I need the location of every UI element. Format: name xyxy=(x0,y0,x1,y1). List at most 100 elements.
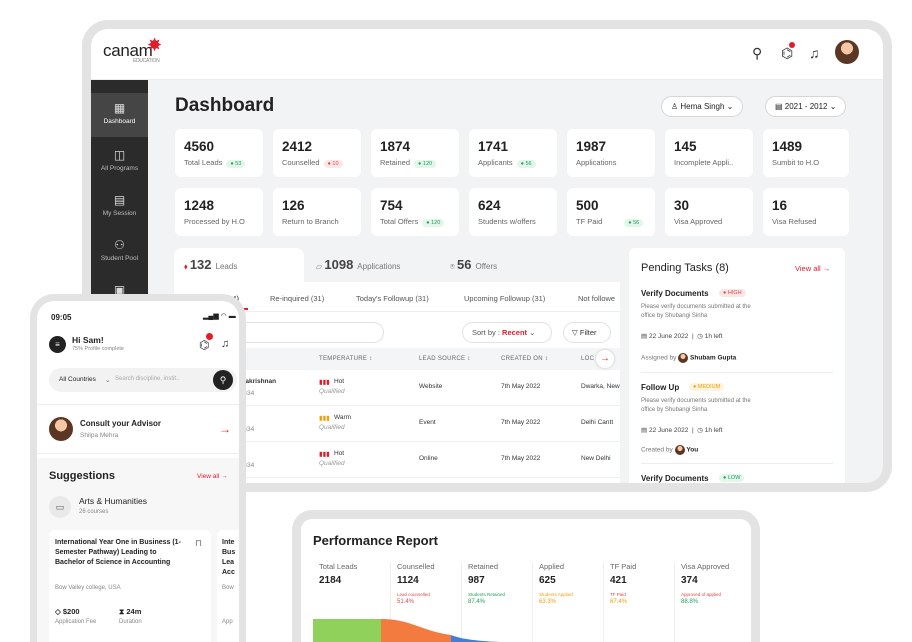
subtab-upcoming-followup[interactable]: Upcoming Followup (31) xyxy=(464,294,546,303)
assign-label: Created by xyxy=(641,446,673,454)
perf-col: Retained 987 Students Retained 87.4% xyxy=(461,562,505,642)
stat-card[interactable]: 1874 Retained ● 120 xyxy=(371,129,459,177)
document-icon: ▱ xyxy=(316,262,325,271)
stat-card[interactable]: 754 Total Offers ● 120 xyxy=(371,188,459,236)
table-row[interactable]: amakrishnan 3 434 ▮▮▮ Hot Qualified Webs… xyxy=(174,370,620,406)
stat-label: Applications xyxy=(576,158,617,167)
tab-leads[interactable]: ⬧ 132 Leads xyxy=(174,248,304,282)
view-all-link[interactable]: View all → xyxy=(795,264,831,273)
tab-label: Applications xyxy=(357,262,401,271)
menu-icon[interactable]: ≡ xyxy=(49,336,66,353)
task-title[interactable]: Verify Documents xyxy=(641,474,709,483)
task-desc: office by Shubangi Sinha xyxy=(641,313,708,319)
stat-card[interactable]: 1987 Applications xyxy=(567,129,655,177)
subtab-today-followup[interactable]: Today's Followup (31) xyxy=(356,294,429,303)
peek-title: Inte Bus Lea Acc xyxy=(222,539,236,576)
search-input[interactable] xyxy=(234,322,384,343)
search-icon[interactable]: ⚲ xyxy=(752,45,763,61)
stat-card[interactable]: 2412 Counselled ● 10 xyxy=(273,129,361,177)
course-card-peek[interactable]: Inte Bus Lea Acc Bow App xyxy=(217,530,239,642)
location: New Delhi xyxy=(581,455,611,462)
message-icon[interactable]: ⌬ xyxy=(781,45,794,61)
priority-value: LOW xyxy=(727,475,741,481)
search-icon[interactable]: ⚲ xyxy=(213,370,233,390)
arrow-right-icon[interactable]: → xyxy=(596,350,614,368)
stat-label: Processed by H.O xyxy=(184,217,245,226)
sort-dropdown[interactable]: Sort by : Recent ⌄ xyxy=(462,322,552,343)
logo-text: canam xyxy=(103,41,153,60)
stat-value: 16 xyxy=(772,198,788,213)
assignee-name: Shubam Gupta xyxy=(690,354,737,362)
user-avatar[interactable] xyxy=(835,40,859,64)
monitor-icon: ▭ xyxy=(49,496,71,518)
stat-card[interactable]: 1489 Sumbit to H.O xyxy=(763,129,849,177)
sidebar-item-student-pool[interactable]: ⚇ Student Pool xyxy=(91,230,148,274)
country-select[interactable]: All Countries xyxy=(59,376,96,383)
user-name: Hema Singh xyxy=(680,102,725,111)
view-all-link[interactable]: View all → xyxy=(197,473,228,480)
tab-label: Offers xyxy=(475,262,498,271)
temperature: Hot xyxy=(334,378,345,385)
sidebar-item-dashboard[interactable]: ▦ Dashboard xyxy=(91,93,148,137)
stat-label: Sumbit to H.O xyxy=(772,158,820,167)
clock-icon: ◷ xyxy=(697,427,705,434)
pending-title: Pending Tasks (8) xyxy=(641,262,729,274)
lead-tabs: ⬧ 132 Leads ▱ 1098 Applications ⍟ 56 Offers xyxy=(174,248,620,282)
col-created-on[interactable]: CREATED ON ↕ xyxy=(501,356,549,362)
stat-card[interactable]: 1248 Processed by H.O xyxy=(175,188,263,236)
stat-card[interactable]: 145 Incomplete Appli.. xyxy=(665,129,753,177)
sidebar-item-all-programs[interactable]: ◫ All Programs xyxy=(91,140,148,184)
bell-icon[interactable]: ♫ xyxy=(221,338,230,350)
lead-status: Qualified xyxy=(319,424,345,431)
hourglass-icon: ⧗ xyxy=(119,607,127,616)
stat-label: Applicants xyxy=(478,158,513,167)
stat-value: 1248 xyxy=(184,198,215,213)
tab-offers[interactable]: ⍟ 56 Offers xyxy=(440,248,570,282)
tab-count: 56 xyxy=(457,257,472,272)
stat-card[interactable]: 624 Students w/offers xyxy=(469,188,557,236)
category-name[interactable]: Arts & Humanities xyxy=(79,496,148,506)
search-input[interactable]: Search discipline, instit.. xyxy=(115,376,180,382)
sidebar-item-my-session[interactable]: ▤ My Session xyxy=(91,185,148,229)
tab-applications[interactable]: ▱ 1098 Applications xyxy=(306,248,436,282)
message-icon[interactable]: ⌬ xyxy=(199,338,210,352)
stat-card[interactable]: 30 Visa Approved xyxy=(665,188,753,236)
stat-card[interactable]: 1741 Applicants ● 56 xyxy=(469,129,557,177)
table-row[interactable]: 3 434 ▮▮▮ Warm Qualified Event 7th May 2… xyxy=(174,406,620,442)
status-time: 09:05 xyxy=(51,313,72,322)
bell-icon[interactable]: ♫ xyxy=(809,45,820,61)
badge-value: 10 xyxy=(332,161,339,167)
canam-logo[interactable]: canam ✸ EDUCATION xyxy=(103,35,162,64)
user-dropdown[interactable]: ♙ Hema Singh ⌄ xyxy=(661,96,744,117)
perf-sub: TF Paid xyxy=(610,592,626,597)
col-lead-source[interactable]: LEAD SOURCE ↕ xyxy=(419,356,471,362)
chevron-down-icon: ⌄ xyxy=(726,102,734,111)
funnel-segment-retained xyxy=(451,635,501,642)
peek-app: App xyxy=(222,619,233,625)
task-title[interactable]: Follow Up xyxy=(641,383,680,392)
priority-badge: ● HIGH xyxy=(719,289,746,297)
book-icon: ◫ xyxy=(113,148,126,162)
temp-bars-icon: ▮▮▮ xyxy=(319,379,330,386)
subtab-reinquired[interactable]: Re-inquired (31) xyxy=(270,294,325,303)
stat-label: Total Offers xyxy=(380,217,419,226)
year-dropdown[interactable]: ▤ 2021 - 2012 ⌄ xyxy=(765,96,847,117)
task-title[interactable]: Verify Documents xyxy=(641,289,709,298)
subtab-not-followed[interactable]: Not followe xyxy=(578,294,616,303)
stat-card[interactable]: 126 Return to Branch xyxy=(273,188,361,236)
col-temperature[interactable]: TEMPERATURE ↕ xyxy=(319,356,373,362)
search-bar[interactable]: All Countries ⌄ Search discipline, insti… xyxy=(49,368,237,392)
filter-button[interactable]: ▽ Filter xyxy=(563,322,611,343)
col-location[interactable]: LOC xyxy=(581,356,595,362)
stat-card[interactable]: 16 Visa Refused xyxy=(763,188,849,236)
stat-card[interactable]: 500 TF Paid ● 56 xyxy=(567,188,655,236)
tab-label: Leads xyxy=(215,262,238,271)
advisor-card[interactable]: Consult your Advisor Shilpa Mehra → xyxy=(37,404,239,454)
performance-title: Performance Report xyxy=(313,533,438,548)
stat-card[interactable]: 4560 Total Leads ● 53 xyxy=(175,129,263,177)
course-title: International Year One in Business (1-Se… xyxy=(55,539,181,566)
table-row[interactable]: 3 434 ▮▮▮ Hot Qualified Online 7th May 2… xyxy=(174,442,620,478)
lead-phone: 3 434 xyxy=(238,462,255,469)
bookmark-icon[interactable]: ⊓ xyxy=(195,538,203,548)
course-card[interactable]: International Year One in Business (1-Se… xyxy=(49,530,211,642)
